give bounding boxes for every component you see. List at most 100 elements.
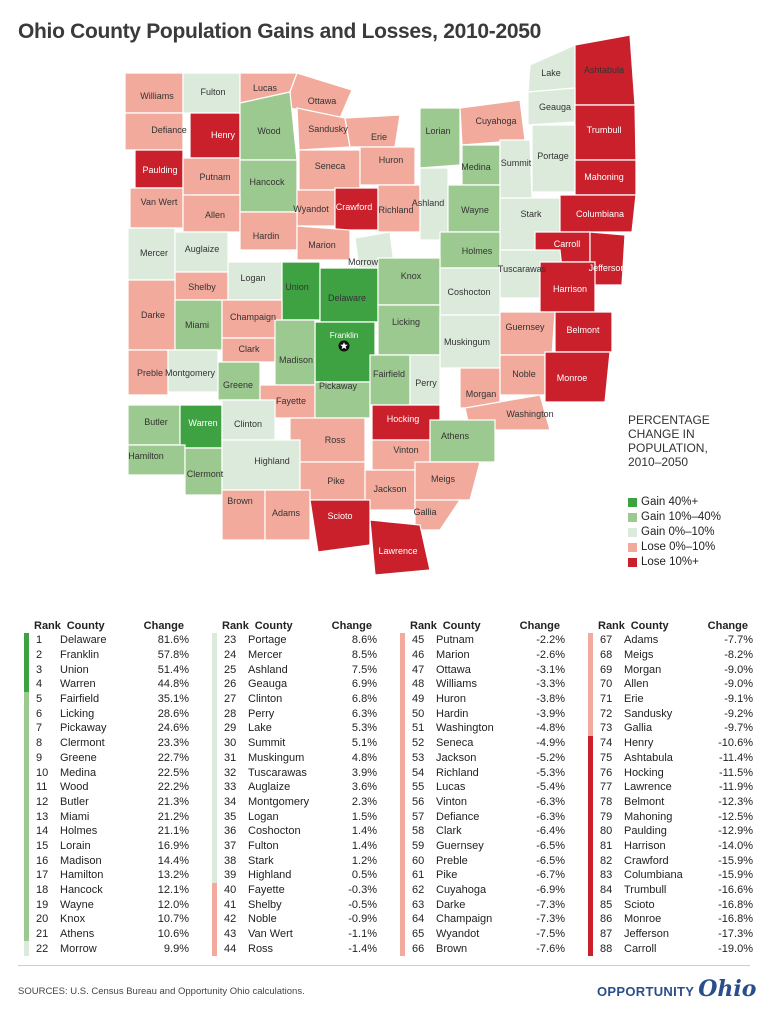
- county-huron[interactable]: [359, 146, 416, 186]
- cell-rank: 66: [412, 942, 425, 955]
- county-label-guernsey: Guernsey: [505, 322, 545, 332]
- legend-title-line: PERCENTAGE: [628, 413, 710, 427]
- county-marion[interactable]: [296, 225, 351, 261]
- cell-rank: 12: [36, 795, 49, 808]
- header-rank: Rank: [34, 619, 61, 632]
- table-row: 52 Seneca -4.9%: [400, 735, 565, 751]
- county-label-logan: Logan: [240, 273, 265, 283]
- legend-title: PERCENTAGE CHANGE IN POPULATION, 2010–20…: [628, 413, 758, 469]
- county-fairfield[interactable]: [369, 354, 411, 406]
- table-row: 33 Auglaize 3.6%: [212, 779, 377, 795]
- table-row: 13 Miami 21.2%: [24, 809, 189, 824]
- cell-rank: 88: [600, 942, 613, 955]
- cell-change: 12.1%: [157, 884, 189, 897]
- county-monroe[interactable]: [544, 351, 611, 403]
- county-madison[interactable]: [274, 319, 316, 386]
- header-county: County: [254, 619, 293, 632]
- cell-county: Marion: [436, 649, 470, 662]
- county-label-jefferson: Jefferson: [589, 263, 626, 273]
- county-meigs[interactable]: [414, 461, 481, 501]
- cell-change: -7.3%: [536, 913, 565, 926]
- cell-change: -16.8%: [718, 898, 753, 911]
- county-lorian[interactable]: [419, 107, 461, 169]
- county-summit[interactable]: [499, 139, 533, 199]
- cell-change: 10.7%: [157, 913, 189, 926]
- county-belmont[interactable]: [554, 311, 613, 353]
- county-morgan[interactable]: [459, 367, 501, 409]
- county-licking[interactable]: [377, 304, 441, 356]
- county-adams[interactable]: [264, 489, 311, 541]
- cell-rank: 51: [412, 722, 425, 735]
- cell-rank: 70: [600, 678, 613, 691]
- cell-rank: 25: [224, 663, 237, 676]
- cell-county: Jackson: [436, 751, 477, 764]
- table-row: 10 Medina 22.5%: [24, 765, 189, 780]
- county-label-noble: Noble: [512, 369, 536, 379]
- cell-change: 57.8%: [157, 649, 189, 662]
- category-color-bar: [588, 647, 593, 663]
- cell-rank: 87: [600, 928, 613, 941]
- category-color-bar: [400, 868, 405, 883]
- cell-county: Mercer: [248, 649, 283, 662]
- category-color-bar: [212, 838, 217, 854]
- county-guernsey[interactable]: [499, 311, 556, 356]
- cell-county: Allen: [624, 678, 649, 691]
- rank-table-column: Rank County Change 1 Delaware 81.6% 2 Franklin 5…: [24, 618, 189, 957]
- table-row: 82 Crawford -15.9%: [588, 853, 753, 868]
- category-color-bar: [400, 706, 405, 722]
- cell-county: Noble: [248, 913, 277, 926]
- county-gallia[interactable]: [414, 499, 462, 531]
- legend-swatch: [628, 512, 637, 522]
- logo-word: OPPORTUNITY: [597, 984, 695, 999]
- county-preble[interactable]: [127, 349, 169, 396]
- cell-rank: 49: [412, 693, 425, 706]
- cell-change: -14.0%: [718, 839, 753, 852]
- cell-county: Union: [60, 663, 89, 676]
- county-label-cuyahoga: Cuyahoga: [475, 116, 516, 126]
- category-color-bar: [400, 809, 405, 824]
- county-label-van-wert: Van Wert: [141, 197, 178, 207]
- table-row: 43 Van Wert -1.1%: [212, 926, 377, 942]
- county-label-hardin: Hardin: [253, 231, 280, 241]
- county-knox[interactable]: [377, 257, 441, 306]
- county-columbiana[interactable]: [559, 194, 637, 233]
- category-color-bar: [400, 765, 405, 780]
- table-row: 67 Adams -7.7%: [588, 633, 753, 648]
- county-label-darke: Darke: [141, 310, 165, 320]
- table-row: 37 Fulton 1.4%: [212, 838, 377, 854]
- county-label-medina: Medina: [461, 162, 491, 172]
- category-color-bar: [24, 838, 29, 854]
- category-color-bar: [212, 823, 217, 839]
- category-color-bar: [212, 691, 217, 707]
- county-scioto[interactable]: [309, 499, 371, 553]
- county-van-wert[interactable]: [129, 187, 184, 229]
- cell-county: Huron: [436, 693, 466, 706]
- category-color-bar: [212, 706, 217, 722]
- county-label-butler: Butler: [144, 417, 168, 427]
- category-color-bar: [24, 735, 29, 751]
- county-pickaway[interactable]: [314, 381, 371, 419]
- table-row: 16 Madison 14.4%: [24, 853, 189, 868]
- cell-rank: 14: [36, 825, 49, 838]
- county-erie[interactable]: [344, 114, 401, 148]
- cell-change: 1.4%: [351, 825, 377, 838]
- cell-county: Portage: [248, 634, 287, 647]
- cell-rank: 41: [224, 898, 237, 911]
- county-lawrence[interactable]: [369, 519, 431, 576]
- county-label-geauga: Geauga: [539, 102, 571, 112]
- cell-rank: 85: [600, 898, 613, 911]
- county-label-auglaize: Auglaize: [185, 244, 220, 254]
- county-athens[interactable]: [429, 419, 496, 463]
- county-labels: Williams Fulton Lucas Ottawa Lake Ashtabula De…: [128, 65, 625, 556]
- category-color-bar: [212, 721, 217, 736]
- cell-change: 35.1%: [157, 693, 189, 706]
- category-color-bar: [588, 838, 593, 854]
- category-color-bar: [24, 765, 29, 780]
- category-color-bar: [400, 721, 405, 736]
- cell-county: Licking: [60, 707, 95, 720]
- county-label-athens: Athens: [441, 431, 470, 441]
- table-row: 48 Williams -3.3%: [400, 677, 565, 692]
- cell-change: -7.7%: [724, 634, 753, 647]
- table-row: 66 Brown -7.6%: [400, 941, 565, 957]
- cell-rank: 43: [224, 928, 237, 941]
